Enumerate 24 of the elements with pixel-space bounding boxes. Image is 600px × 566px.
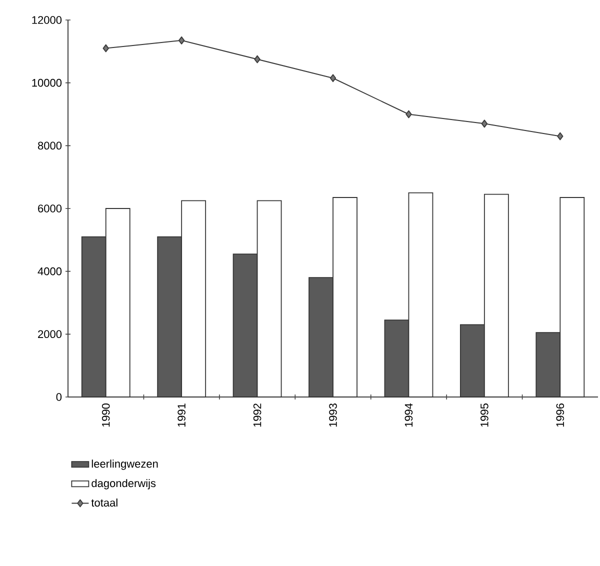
legend-label: totaal: [91, 498, 118, 507]
legend-label: leerlingwezen: [92, 460, 158, 470]
x-tick-label: 1991: [178, 404, 186, 427]
point: [330, 74, 336, 82]
point: [178, 36, 185, 44]
x-tick-label: 1996: [556, 404, 564, 427]
y-tick-label: 10000: [32, 78, 62, 87]
y-tick-label: 2000: [38, 330, 62, 338]
point: [481, 120, 488, 128]
point: [102, 44, 109, 52]
point: [406, 110, 412, 118]
y-tick-label: 12000: [32, 16, 62, 24]
legend-label: dagonderwijs: [92, 479, 156, 490]
point: [254, 55, 260, 64]
x-tick-label: 1990: [102, 403, 110, 427]
y-tick-label: 8000: [38, 142, 62, 150]
point: [557, 132, 564, 140]
y-tick-label: 4000: [38, 267, 62, 276]
x-tick-label: 1992: [253, 404, 262, 427]
x-tick-label: 1994: [404, 403, 413, 427]
x-tick-label: 1993: [329, 404, 337, 427]
y-tick-label: 6000: [38, 204, 62, 212]
y-tick-label: 0: [56, 393, 62, 401]
x-tick-label: 1995: [480, 403, 488, 427]
